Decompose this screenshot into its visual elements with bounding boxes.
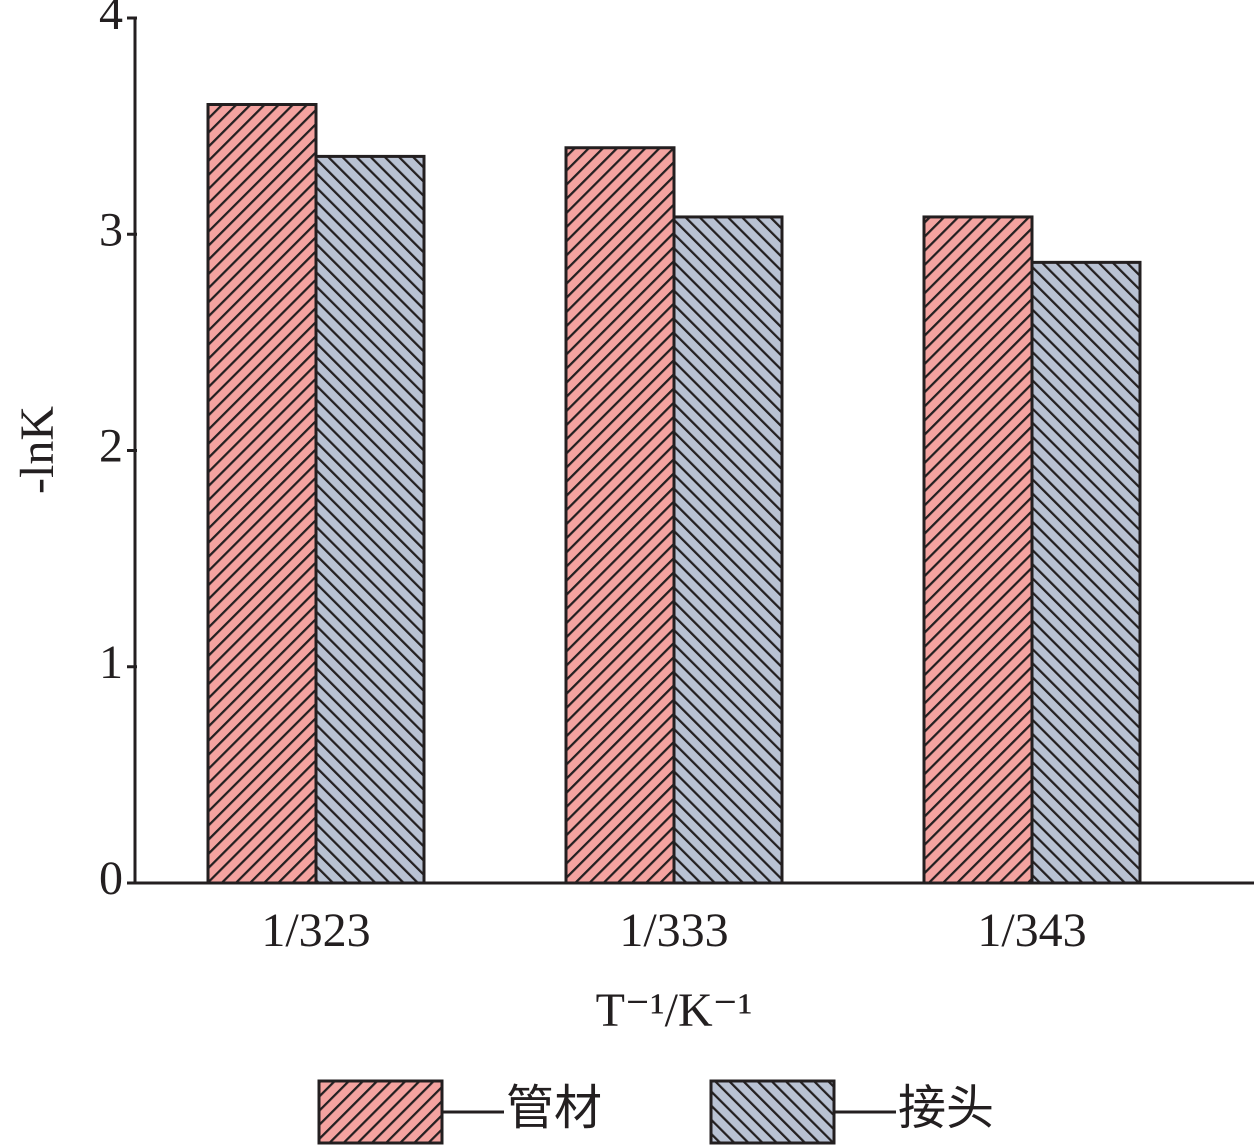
y-tick-label: 0 — [99, 852, 123, 905]
x-tick-label: 1/333 — [619, 904, 728, 957]
x-tick-label: 1/323 — [261, 904, 370, 957]
bar — [1030, 260, 1142, 885]
legend-label: 管材 — [506, 1082, 602, 1135]
bar — [206, 103, 318, 885]
legend-label: 接头 — [898, 1082, 994, 1135]
legend-swatch — [317, 1079, 444, 1145]
x-tick-label: 1/343 — [977, 904, 1086, 957]
legend-swatch — [709, 1079, 836, 1145]
y-axis-label: -lnK — [11, 406, 64, 494]
y-tick-label: 4 — [99, 0, 123, 40]
bar — [564, 146, 676, 885]
y-tick-label: 3 — [99, 203, 123, 256]
bar — [672, 215, 784, 885]
bar — [314, 154, 426, 885]
bar — [922, 215, 1034, 885]
y-tick-label: 2 — [99, 420, 123, 473]
x-axis-label: T⁻¹/K⁻¹ — [596, 984, 753, 1037]
y-tick-label: 1 — [99, 636, 123, 689]
